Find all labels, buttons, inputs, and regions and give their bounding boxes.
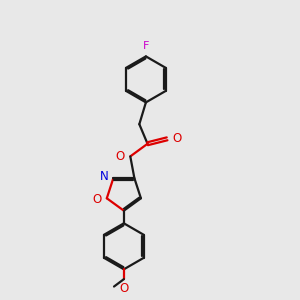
Text: N: N — [100, 170, 108, 183]
Text: F: F — [143, 41, 149, 52]
Text: O: O — [119, 282, 128, 296]
Text: O: O — [115, 150, 124, 163]
Text: O: O — [173, 132, 182, 145]
Text: O: O — [93, 193, 102, 206]
